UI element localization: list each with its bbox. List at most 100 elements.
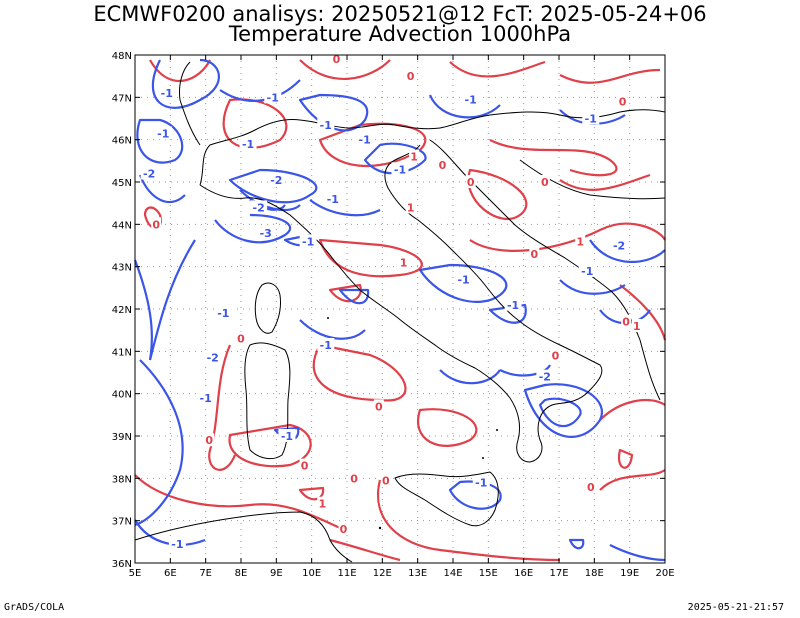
contour-label: -1	[394, 163, 406, 176]
blue-contour	[309, 199, 381, 217]
contour-label: 1	[633, 320, 641, 333]
blue-contour	[228, 168, 318, 204]
contour-label-bg	[338, 522, 349, 536]
lat-tick-label: 42N	[112, 305, 132, 316]
contour-label-bg	[529, 246, 540, 260]
contour-label-bg	[437, 158, 448, 172]
contour-label: -3	[260, 227, 272, 240]
lon-tick-label: 19E	[620, 568, 639, 579]
red-contour	[222, 98, 288, 149]
contour-label-bg	[236, 331, 246, 345]
red-contour	[208, 344, 237, 471]
corsica-coastline	[254, 282, 281, 334]
lon-tick-label: 8E	[235, 568, 248, 579]
contour-label-bg	[610, 238, 628, 252]
red-contour	[449, 60, 546, 78]
red-contour	[559, 68, 661, 84]
red-contour	[134, 474, 346, 532]
contour-label-bg	[250, 200, 268, 214]
contour-label-bg	[154, 126, 172, 140]
contour-label-bg	[472, 475, 490, 489]
contour-label: 1	[400, 256, 408, 269]
contour-label-bg	[349, 471, 360, 485]
blue-contour	[134, 519, 206, 546]
lon-tick-label: 13E	[408, 568, 427, 579]
blue-contour	[499, 364, 551, 377]
contour-label-bg	[197, 390, 215, 404]
lon-tick-label: 7E	[199, 568, 212, 579]
contour-label: -1	[465, 93, 477, 106]
contour-label-bg	[617, 94, 628, 108]
contour-label: 0	[530, 248, 538, 261]
blue-contour	[219, 79, 301, 102]
lat-tick-label: 48N	[112, 51, 132, 62]
contour-label: 0	[467, 176, 475, 189]
blue-contour	[538, 397, 582, 428]
contour-label: 0	[333, 53, 341, 66]
blue-contour	[428, 94, 501, 119]
contour-label-bg	[539, 175, 550, 188]
blue-contour	[239, 189, 301, 212]
contour-label: 0	[619, 96, 627, 109]
lon-tick-label: 18E	[585, 568, 604, 579]
contour-label: 1	[576, 235, 584, 248]
contour-label: 0	[382, 474, 390, 487]
contour-label: -1	[475, 477, 487, 490]
contour-label-bg	[373, 399, 384, 413]
blue-contour	[523, 383, 603, 438]
alpine-border	[199, 119, 441, 186]
contour-label-bg	[331, 52, 342, 66]
blue-contour	[148, 239, 196, 361]
contour-labels: 00-1 -1 -1-10-1-1-1-110-2 -1-2-110 00-2-3-1-…	[140, 52, 642, 551]
lon-tick-label: 10E	[302, 568, 321, 579]
lat-tick-label: 46N	[112, 136, 132, 147]
contour-label: -1	[320, 339, 332, 352]
graticule	[135, 55, 665, 563]
contour-label: -1	[581, 265, 593, 278]
contour-label-bg	[585, 479, 596, 493]
contour-label-bg	[455, 272, 473, 286]
contour-label-bg	[405, 200, 416, 214]
contour-label: 0	[552, 350, 560, 363]
blue-contour	[363, 142, 427, 175]
lat-tick-label: 39N	[112, 432, 132, 443]
contour-label: 0	[407, 70, 415, 83]
contour-label: -1	[457, 273, 469, 286]
contour-label-bg	[356, 132, 374, 146]
contour-label: -1	[200, 392, 212, 405]
contour-label: -2	[143, 168, 155, 181]
contour-label-bg	[317, 337, 335, 351]
map-title-line2: Temperature Advection 1000hPa	[228, 22, 572, 46]
contour-label: 0	[375, 400, 383, 413]
contour-label-bg	[140, 166, 158, 180]
red-contour	[228, 423, 312, 468]
blue-contour	[589, 239, 666, 263]
lat-tick-label: 37N	[112, 517, 132, 528]
contour-label-bg	[151, 217, 162, 231]
red-contour	[328, 283, 362, 303]
blue-contour	[138, 174, 186, 204]
contour-label-bg	[278, 429, 296, 442]
island-dot	[327, 317, 329, 319]
contour-label: 1	[407, 201, 415, 214]
contour-label-bg	[582, 111, 600, 125]
contour-label-bg	[380, 473, 391, 487]
blue-contour	[214, 213, 292, 244]
contour-label-bg	[204, 433, 215, 447]
contour-label: -1	[585, 113, 597, 126]
contour-label-bg	[158, 86, 176, 100]
red-contour	[617, 448, 634, 469]
contour-label: 1	[318, 498, 326, 511]
contour-label: 0	[237, 333, 245, 346]
contour-label-bg	[504, 297, 522, 311]
lat-tick-label: 43N	[112, 263, 132, 274]
blue-contour	[299, 319, 366, 340]
national-border	[519, 159, 666, 200]
lon-tick-label: 17E	[549, 568, 568, 579]
contour-label: 0	[350, 472, 358, 485]
contour-label-bg	[550, 348, 561, 362]
contour-label-bg	[214, 306, 232, 320]
map-axes: 5E 6E 7E 8E 9E 10E 11E 12E 13E 14E 15E 16E 17E 18E 19E…	[112, 51, 675, 579]
sicily-coastline	[394, 471, 499, 527]
red-contour	[559, 173, 651, 191]
